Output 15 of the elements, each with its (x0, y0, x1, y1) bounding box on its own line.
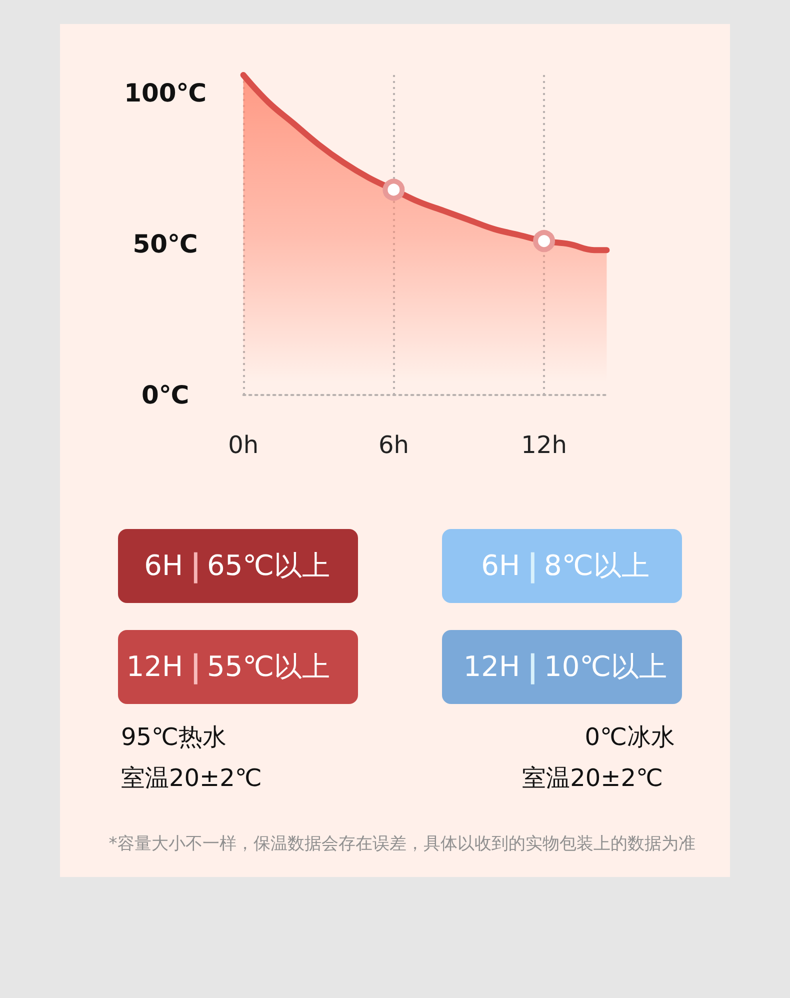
badge: 6H | 65℃以上 (118, 529, 358, 603)
text: 室温20±2℃ (522, 764, 663, 792)
y-tick-label: 0℃ (141, 380, 190, 410)
badge: 12H | 10℃以上 (442, 630, 682, 704)
text: *容量大小不一样，保温数据会存在误差，具体以收到的实物包装上的数据为准 (108, 834, 696, 854)
text: 0℃冰水 (584, 723, 675, 751)
y-tick-label: 100℃ (124, 78, 207, 108)
badge: 12H | 55℃以上 (118, 630, 358, 704)
x-tick-label: 6h (378, 431, 409, 459)
badge: 6H | 8℃以上 (442, 529, 682, 603)
y-tick-label: 50℃ (132, 230, 198, 259)
x-tick-label: 12h (521, 431, 567, 459)
x-tick-label: 0h (228, 431, 259, 459)
text: 室温20±2℃ (121, 764, 262, 792)
text: 95℃热水 (121, 723, 226, 751)
